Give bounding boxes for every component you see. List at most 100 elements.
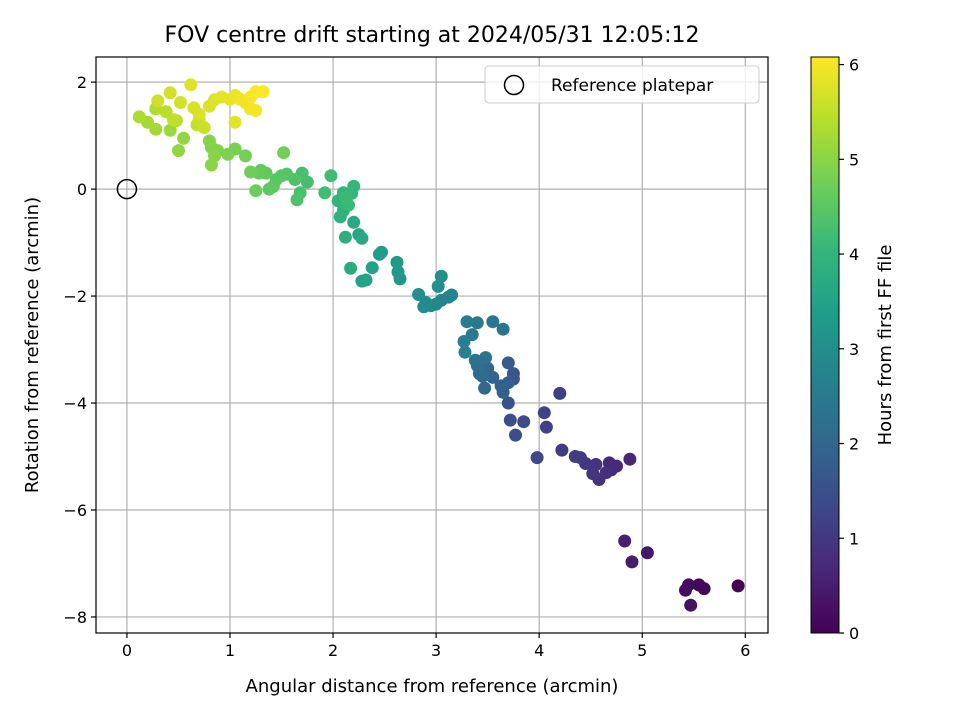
colorbar-tick-label: 6 [849, 56, 859, 75]
data-point [501, 396, 515, 410]
data-point [262, 182, 276, 196]
data-point [530, 451, 544, 465]
colorbar-title: Hours from first FF file [875, 245, 896, 446]
data-point [256, 85, 270, 99]
data-point [460, 315, 474, 329]
x-tick-label: 4 [534, 641, 544, 660]
data-point [249, 104, 263, 117]
data-point [568, 450, 582, 463]
data-point [333, 210, 347, 224]
data-point [324, 169, 338, 183]
data-points [132, 78, 745, 612]
data-point [494, 379, 508, 393]
data-point [163, 123, 177, 137]
data-point [192, 107, 206, 121]
data-point [625, 555, 639, 569]
data-point [697, 582, 711, 596]
data-point [338, 230, 352, 244]
colorbar-tick-label: 1 [849, 529, 859, 548]
data-point [338, 190, 352, 204]
data-point [355, 231, 369, 245]
data-point [458, 345, 472, 359]
colorbar-gradient [810, 56, 840, 634]
data-point [151, 94, 165, 108]
data-point [197, 121, 211, 135]
data-point [618, 534, 632, 548]
data-point [417, 300, 431, 314]
plot-frame [95, 56, 769, 634]
data-point [684, 598, 698, 612]
data-point [391, 265, 405, 279]
data-point [431, 279, 445, 293]
data-point [509, 428, 522, 442]
data-point [163, 86, 177, 100]
data-point [679, 583, 692, 597]
axis-ticks: 0 1 2 3 4 5 6 −8 −6 −4 −2 0 2 [63, 73, 750, 660]
data-point [468, 353, 482, 367]
y-tick-label: −4 [63, 394, 87, 413]
data-point [177, 131, 191, 145]
data-point [277, 146, 291, 160]
data-point [501, 356, 515, 370]
x-tick-label: 0 [122, 641, 132, 660]
x-tick-label: 5 [637, 641, 647, 660]
data-point [478, 381, 492, 395]
data-point [412, 288, 426, 301]
legend: Reference platepar [484, 65, 760, 104]
data-point [347, 215, 361, 229]
colorbar-tick-label: 2 [849, 435, 859, 454]
data-point [539, 420, 553, 434]
x-axis-title: Angular distance from reference (arcmin) [246, 676, 619, 697]
y-tick-label: 2 [77, 73, 87, 92]
colorbar-tick-label: 3 [849, 340, 859, 359]
x-tick-label: 2 [328, 641, 338, 660]
data-point [132, 110, 146, 124]
data-point [204, 158, 218, 172]
data-point [623, 452, 637, 466]
data-point [365, 261, 379, 275]
data-point [434, 269, 448, 283]
data-point [228, 115, 242, 129]
x-tick-label: 6 [740, 641, 750, 660]
data-point [555, 443, 569, 457]
data-point [318, 186, 332, 200]
data-point [517, 415, 531, 429]
colorbar-ticks: 0 1 2 3 4 5 6 [839, 56, 859, 643]
data-point [249, 184, 263, 198]
data-point [375, 245, 388, 259]
data-point [731, 579, 745, 593]
data-point [390, 255, 404, 269]
data-point [503, 413, 517, 427]
grid [96, 57, 768, 633]
colorbar-tick-label: 0 [849, 624, 859, 643]
colorbar-tick-label: 4 [849, 245, 859, 264]
data-point [174, 96, 187, 109]
data-point [202, 134, 216, 148]
data-point [172, 144, 185, 158]
data-point [355, 274, 369, 288]
data-point [221, 147, 235, 161]
data-point [537, 406, 551, 420]
x-tick-label: 1 [225, 641, 235, 660]
data-point [244, 165, 258, 179]
data-point [457, 335, 471, 348]
y-axis-title: Rotation from reference (arcmin) [22, 197, 43, 493]
data-point [184, 78, 198, 92]
data-point [553, 386, 567, 400]
data-point [586, 467, 600, 481]
data-point [470, 316, 484, 330]
legend-marker-reference [503, 74, 525, 96]
data-point [238, 149, 252, 163]
chart-title: FOV centre drift starting at 2024/05/31 … [165, 23, 700, 48]
y-tick-label: −6 [63, 501, 87, 520]
data-point [166, 113, 180, 127]
colorbar: 0 1 2 3 4 5 6 Hours from first FF file [810, 56, 896, 643]
y-tick-label: −2 [63, 287, 87, 306]
legend-label-reference: Reference platepar [551, 76, 713, 96]
colorbar-tick-label: 5 [849, 150, 859, 169]
legend-box [484, 65, 760, 104]
data-point [486, 315, 500, 329]
x-tick-label: 3 [431, 641, 441, 660]
data-point [479, 351, 493, 365]
